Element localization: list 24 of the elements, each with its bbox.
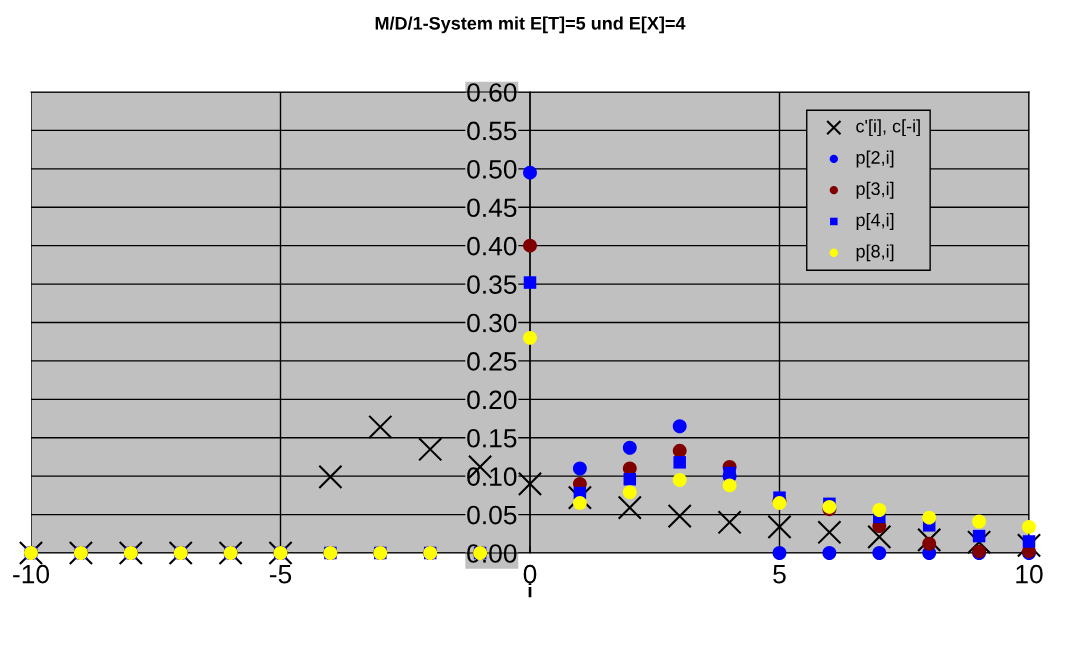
y-tick-label: 0.45 xyxy=(467,198,517,218)
y-tick-label: 0.25 xyxy=(467,352,517,371)
y-tick-label: 0.55 xyxy=(467,121,517,141)
legend-label: p[4,i] xyxy=(856,213,894,230)
y-tick-label: 0.15 xyxy=(467,428,517,448)
legend-label: c'[i], c[-i] xyxy=(856,119,920,137)
y-tick-label: 0.10 xyxy=(467,467,517,486)
x-tick-label: 10 xyxy=(1016,564,1043,584)
y-tick-label: 0.20 xyxy=(467,390,517,410)
x-tick-label: 0 xyxy=(523,564,537,584)
x-axis-title: i xyxy=(528,583,532,598)
legend-label: p[2,i] xyxy=(856,150,894,168)
y-tick-label: 0.40 xyxy=(467,236,517,256)
y-tick-label: 0.05 xyxy=(467,505,517,525)
y-tick-label: 0.50 xyxy=(467,159,517,179)
y-tick-label: 0.30 xyxy=(467,313,517,333)
x-tick-label: 5 xyxy=(773,565,786,584)
legend-label: p[8,i] xyxy=(856,244,894,262)
x-tick-label: -5 xyxy=(269,565,292,584)
y-tick-label: 0.35 xyxy=(467,275,517,294)
chart-title: M/D/1-System mit E[T]=5 und E[X]=4 xyxy=(375,16,686,34)
y-tick-label: 0.60 xyxy=(467,83,517,102)
legend-label: p[3,i] xyxy=(856,181,894,199)
x-tick-label: -10 xyxy=(13,564,50,584)
